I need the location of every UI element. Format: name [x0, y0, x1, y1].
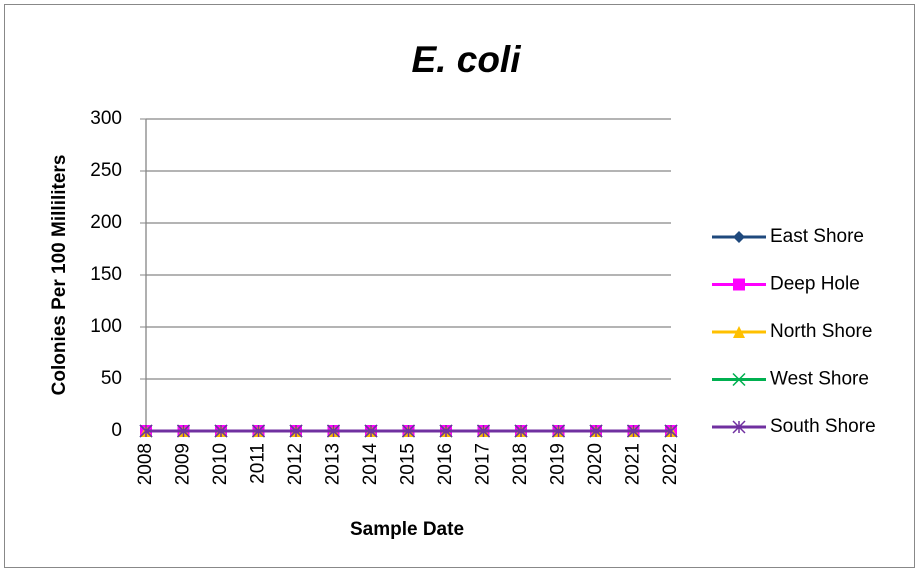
x-tick-label: 2017 — [473, 443, 494, 485]
marker — [732, 372, 746, 387]
y-axis-label: Colonies Per 100 Milliliters — [49, 155, 70, 396]
x-tick-label: 2020 — [585, 443, 606, 485]
legend-label: South Shore — [770, 416, 876, 437]
y-tick-label: 200 — [90, 212, 122, 233]
x-tick-label: 2019 — [548, 443, 569, 485]
legend-label: East Shore — [770, 226, 864, 247]
marker — [733, 326, 745, 338]
marker — [139, 424, 153, 438]
marker — [251, 424, 266, 438]
y-tick-label: 100 — [90, 316, 122, 337]
x-tick-label: 2016 — [435, 443, 456, 485]
marker — [732, 420, 746, 434]
marker — [401, 424, 416, 438]
legend-label: North Shore — [770, 321, 872, 342]
marker — [214, 424, 228, 438]
marker — [551, 424, 566, 438]
marker — [514, 424, 528, 438]
y-tick-label: 0 — [111, 420, 122, 441]
x-tick-label: 2022 — [660, 443, 681, 485]
y-tick-label: 50 — [101, 368, 122, 389]
marker — [476, 424, 491, 438]
y-tick-label: 150 — [90, 264, 122, 285]
x-tick-label: 2018 — [510, 443, 531, 485]
marker — [326, 424, 341, 438]
marker — [176, 424, 191, 438]
x-tick-label: 2012 — [285, 443, 306, 485]
marker — [733, 278, 745, 291]
x-tick-label: 2014 — [360, 443, 381, 486]
y-tick-label: 300 — [90, 108, 122, 129]
legend-label: West Shore — [770, 369, 869, 390]
y-tick-label: 250 — [90, 160, 122, 181]
x-tick-label: 2010 — [210, 443, 231, 485]
marker — [733, 231, 745, 243]
marker — [439, 424, 453, 438]
marker — [626, 424, 641, 438]
marker — [289, 424, 303, 438]
x-tick-label: 2013 — [323, 443, 344, 485]
x-tick-label: 2009 — [173, 443, 194, 485]
x-tick-label: 2008 — [135, 443, 156, 485]
x-tick-label: 2021 — [623, 443, 644, 485]
chart-title: E. coli — [412, 39, 522, 80]
marker — [589, 424, 603, 438]
marker — [664, 424, 678, 438]
x-tick-label: 2015 — [398, 443, 419, 485]
legend-label: Deep Hole — [770, 274, 860, 295]
x-axis-label: Sample Date — [350, 519, 464, 540]
marker — [364, 424, 378, 438]
x-tick-label: 2011 — [248, 443, 269, 484]
